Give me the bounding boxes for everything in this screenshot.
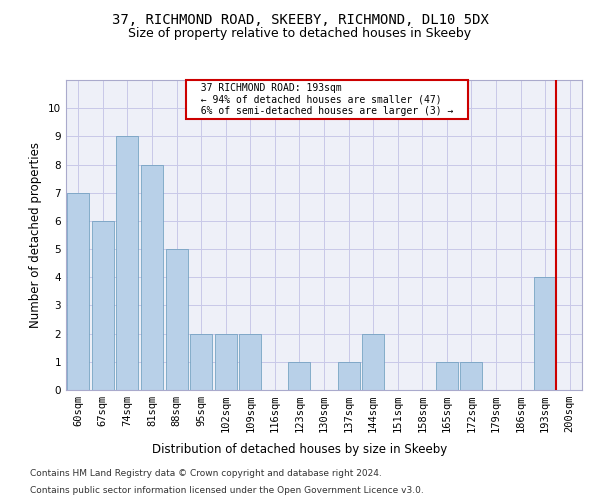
Text: 37, RICHMOND ROAD, SKEEBY, RICHMOND, DL10 5DX: 37, RICHMOND ROAD, SKEEBY, RICHMOND, DL1… bbox=[112, 12, 488, 26]
Text: Contains public sector information licensed under the Open Government Licence v3: Contains public sector information licen… bbox=[30, 486, 424, 495]
Bar bbox=[141, 164, 163, 390]
Bar bbox=[460, 362, 482, 390]
Bar bbox=[67, 192, 89, 390]
Bar bbox=[116, 136, 139, 390]
Text: Distribution of detached houses by size in Skeeby: Distribution of detached houses by size … bbox=[152, 442, 448, 456]
Bar bbox=[436, 362, 458, 390]
Bar bbox=[362, 334, 384, 390]
Text: Size of property relative to detached houses in Skeeby: Size of property relative to detached ho… bbox=[128, 28, 472, 40]
Bar bbox=[338, 362, 359, 390]
Bar bbox=[239, 334, 262, 390]
Text: 37 RICHMOND ROAD: 193sqm  
  ← 94% of detached houses are smaller (47)  
  6% of: 37 RICHMOND ROAD: 193sqm ← 94% of detach… bbox=[189, 83, 465, 116]
Bar bbox=[289, 362, 310, 390]
Y-axis label: Number of detached properties: Number of detached properties bbox=[29, 142, 43, 328]
Bar bbox=[534, 278, 556, 390]
Bar bbox=[92, 221, 114, 390]
Bar bbox=[166, 249, 188, 390]
Text: Contains HM Land Registry data © Crown copyright and database right 2024.: Contains HM Land Registry data © Crown c… bbox=[30, 468, 382, 477]
Bar bbox=[215, 334, 237, 390]
Bar bbox=[190, 334, 212, 390]
